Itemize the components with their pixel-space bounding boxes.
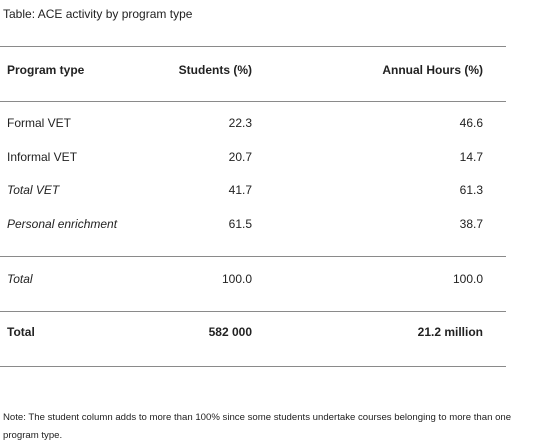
row-label: Total bbox=[7, 272, 33, 286]
cell: 582 000 bbox=[208, 325, 252, 339]
row-label: Personal enrichment bbox=[7, 217, 118, 231]
header-cell: Program type bbox=[7, 63, 85, 77]
footnote: Note: The student column adds to more th… bbox=[3, 412, 512, 441]
rule bbox=[0, 46, 506, 47]
cell: 100.0 bbox=[221, 272, 252, 286]
rule bbox=[0, 101, 506, 102]
cell: 38.7 bbox=[459, 217, 483, 231]
cell: 61.5 bbox=[228, 217, 252, 231]
row-label: Total VET bbox=[7, 183, 60, 197]
cell: 22.3 bbox=[228, 116, 252, 130]
rule bbox=[0, 256, 506, 257]
cell: 41.7 bbox=[228, 183, 252, 197]
header-cell: Students (%) bbox=[178, 63, 252, 77]
cell: 14.7 bbox=[459, 150, 483, 164]
row-label: Total bbox=[7, 325, 35, 339]
rule bbox=[0, 366, 506, 367]
cell: 61.3 bbox=[459, 183, 483, 197]
table-title: Table: ACE activity by program type bbox=[3, 7, 193, 21]
cell: 20.7 bbox=[228, 150, 252, 164]
row-label: Informal VET bbox=[7, 150, 78, 164]
rule bbox=[0, 311, 506, 312]
cell: 21.2 million bbox=[417, 325, 483, 339]
cell: 100.0 bbox=[452, 272, 483, 286]
header-cell: Annual Hours (%) bbox=[382, 63, 483, 77]
cell: 46.6 bbox=[459, 116, 483, 130]
row-label: Formal VET bbox=[7, 116, 72, 130]
